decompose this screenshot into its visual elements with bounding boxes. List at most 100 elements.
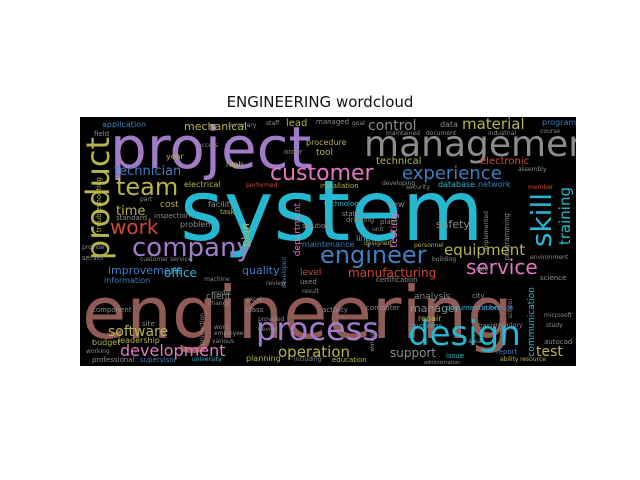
word-device: device — [258, 326, 278, 333]
word-skill: skill — [525, 193, 558, 248]
word-new: new — [388, 200, 405, 209]
word-part: part — [140, 196, 153, 203]
word-manufacturing: manufacturing — [348, 266, 437, 280]
word-including: including — [294, 356, 322, 363]
word-university: university — [192, 356, 222, 363]
word-operation: operation — [278, 343, 351, 361]
word-various: various — [212, 338, 234, 345]
word-course: course — [540, 128, 561, 135]
word-assembly: assembly — [518, 166, 547, 173]
word-installation: installation — [320, 182, 359, 190]
word-school: school — [507, 299, 514, 319]
word-production: production — [199, 313, 206, 346]
word-inspection: inspection — [154, 212, 191, 220]
word-improvement: improvement — [108, 264, 182, 277]
word-safety: safety — [436, 218, 470, 231]
word-standard: standard — [116, 214, 148, 222]
word-support: support — [390, 346, 437, 360]
word-access: access — [198, 142, 219, 149]
word-site: site — [142, 320, 155, 328]
word-technical: technical — [376, 156, 422, 167]
word-environment: environment — [530, 254, 569, 261]
word-component: component — [92, 306, 132, 314]
word-management: management — [364, 124, 576, 165]
word-business: business — [412, 322, 443, 330]
word-administration: administration — [424, 360, 461, 366]
word-equipment: equipment — [444, 241, 526, 259]
word-provide: provide — [82, 244, 105, 251]
word-solution: solution — [302, 222, 330, 230]
word-manager: manager — [410, 302, 460, 315]
word-information: information — [104, 276, 151, 285]
word-repair: repair — [418, 314, 442, 323]
word-state: state — [342, 210, 360, 218]
word-tool: tool — [316, 148, 334, 158]
word-maintenance: maintenance — [302, 240, 355, 249]
word-customer: customer — [270, 161, 374, 186]
word-electrical: electrical — [184, 180, 221, 189]
word-activity: activity — [322, 306, 348, 314]
word-project: project — [110, 117, 312, 182]
word-control: control — [368, 118, 417, 134]
word-personnel: personnel — [414, 242, 444, 249]
word-resource: resource — [520, 356, 546, 363]
word-drawing: drawing — [346, 216, 375, 224]
word-design: design — [408, 314, 521, 354]
word-communication: communication — [527, 287, 537, 357]
word-data: data — [440, 120, 459, 129]
word-development: development — [120, 341, 226, 360]
word-team: team — [116, 173, 179, 201]
word-server: server — [82, 254, 105, 262]
word-facility: facility — [208, 200, 235, 209]
word-line: line — [356, 234, 371, 243]
word-test: test — [536, 344, 563, 360]
word-network: network — [478, 180, 511, 189]
word-schedule: schedule — [482, 304, 514, 312]
word-provided: provided — [258, 316, 285, 323]
word-customer-service: customer service — [140, 256, 192, 263]
word-developing: developing — [382, 180, 416, 187]
word-mechanical: mechanical — [184, 120, 248, 133]
word-change: change — [208, 300, 231, 307]
word-material: material — [462, 117, 525, 133]
word-leadership: leadership — [118, 336, 160, 345]
word-model: model — [212, 290, 231, 297]
word-service: service — [466, 255, 538, 279]
word-electronic: electronic — [480, 156, 530, 167]
word-level: level — [300, 268, 322, 278]
word-security: security — [406, 184, 430, 191]
word-used: used — [300, 278, 317, 286]
word-client: client — [206, 292, 231, 302]
word-summary: summary — [228, 122, 257, 129]
word-cost: cost — [160, 200, 179, 210]
word-issue: issue — [446, 352, 464, 360]
word-managed: managed — [316, 118, 350, 126]
word-database: database — [438, 180, 476, 189]
word-problem: problem — [180, 220, 214, 229]
word-employee: employee — [214, 330, 244, 337]
word-experience: experience — [402, 163, 502, 184]
word-quality: quality — [242, 264, 280, 277]
word-software: software — [108, 324, 169, 340]
word-process: process — [256, 310, 379, 348]
word-class: class — [246, 306, 264, 314]
word-goal: goal — [352, 120, 365, 127]
word-office: office — [164, 266, 197, 280]
word-report: report — [496, 348, 518, 356]
word-designed: designed — [364, 240, 392, 247]
word-analysis: analysis — [414, 292, 451, 302]
page-title: ENGINEERING wordcloud — [226, 93, 414, 111]
word-microsoft: microsoft — [544, 312, 572, 319]
word-order: order — [284, 148, 303, 156]
word-machine: machine — [204, 276, 230, 283]
word-task: task — [220, 208, 235, 216]
word-plant: plant — [380, 218, 398, 226]
wordcloud-panel: system engineering project management pr… — [80, 117, 576, 366]
word-lead: lead — [286, 118, 308, 129]
word-computer: computer — [366, 304, 400, 312]
word-unit: unit — [372, 226, 384, 233]
word-program: program — [542, 118, 576, 127]
word-procedure: procedure — [306, 138, 347, 147]
word-excel: excel — [246, 296, 262, 303]
word-certification: certification — [376, 276, 418, 284]
